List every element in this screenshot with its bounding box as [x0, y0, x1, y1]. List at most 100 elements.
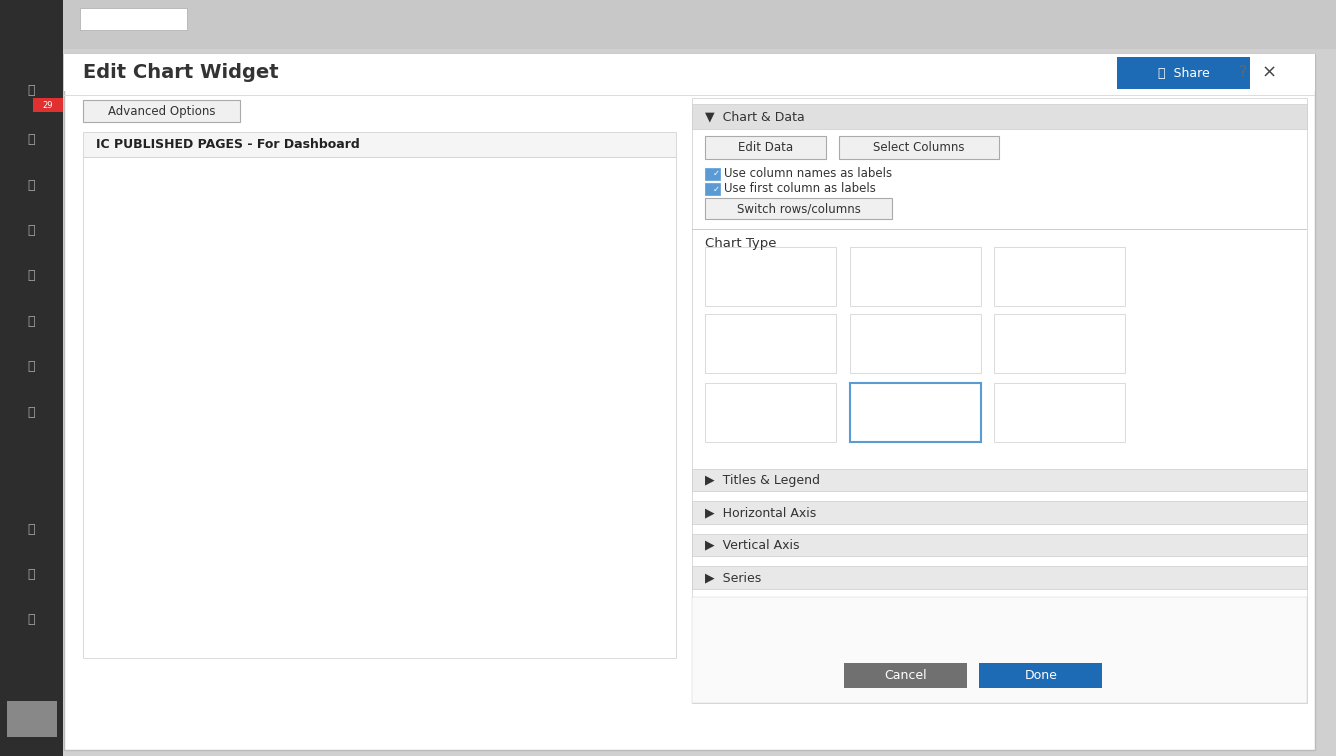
Bar — [930, 321, 949, 332]
Bar — [950, 419, 973, 440]
Wedge shape — [1050, 333, 1065, 353]
Text: ⬜: ⬜ — [27, 314, 35, 328]
Bar — [317, 407, 342, 631]
Legend: Pages Published, Forecasted: Pages Published, Forecasted — [820, 167, 939, 197]
Bar — [882, 318, 900, 327]
Bar — [783, 388, 828, 396]
Text: ✓: ✓ — [712, 169, 720, 178]
Text: ✓: ✓ — [712, 184, 720, 194]
Text: Done: Done — [1025, 668, 1057, 682]
Bar — [762, 360, 798, 368]
Bar — [275, 447, 301, 552]
Text: ▶  Vertical Axis: ▶ Vertical Axis — [705, 538, 800, 552]
Bar — [888, 398, 911, 410]
Text: ▶  Series: ▶ Series — [705, 571, 762, 584]
Text: ×: × — [1261, 64, 1277, 82]
Text: Select Columns: Select Columns — [874, 141, 965, 154]
Text: ⬜: ⬜ — [27, 613, 35, 627]
Wedge shape — [1050, 403, 1069, 423]
Text: Cancel: Cancel — [884, 668, 927, 682]
Text: Chart Type: Chart Type — [705, 237, 778, 250]
Text: 29: 29 — [43, 101, 53, 110]
Bar — [359, 578, 385, 631]
Bar — [445, 447, 470, 552]
Text: ▶  Horizontal Axis: ▶ Horizontal Axis — [705, 506, 816, 519]
Bar — [275, 552, 301, 631]
Bar — [930, 332, 949, 370]
Text: IC PUBLISHED PAGES - For Dashboard: IC PUBLISHED PAGES - For Dashboard — [96, 138, 359, 151]
Bar — [529, 565, 554, 631]
Bar — [919, 388, 942, 394]
Bar — [572, 578, 597, 631]
Bar — [768, 318, 798, 327]
Text: ⬜: ⬜ — [27, 568, 35, 581]
Bar — [708, 401, 783, 410]
Text: ▼  Chart & Data: ▼ Chart & Data — [705, 110, 806, 123]
Bar — [708, 318, 768, 327]
Bar — [950, 398, 973, 410]
Bar — [954, 324, 973, 338]
Bar — [708, 416, 783, 424]
Text: ▶  Titles & Legend: ▶ Titles & Legend — [705, 473, 820, 487]
Bar — [708, 360, 762, 368]
Bar — [783, 416, 828, 424]
Bar — [954, 338, 973, 370]
Bar — [615, 315, 640, 447]
Text: ⬜: ⬜ — [27, 522, 35, 536]
Bar — [190, 473, 215, 605]
Bar — [906, 349, 925, 370]
Bar — [780, 346, 804, 355]
Text: ⬜: ⬜ — [27, 84, 35, 98]
Bar — [232, 434, 258, 631]
Bar — [858, 332, 876, 343]
Bar — [708, 332, 792, 340]
Bar — [486, 420, 512, 552]
Bar — [572, 552, 597, 578]
Bar — [615, 447, 640, 631]
Text: ⬜: ⬜ — [27, 133, 35, 147]
Bar — [888, 391, 911, 398]
Text: ⬜: ⬜ — [27, 405, 35, 419]
Text: Switch rows/columns: Switch rows/columns — [737, 202, 860, 215]
Bar — [708, 346, 780, 355]
Bar — [147, 328, 172, 460]
Bar — [529, 486, 554, 565]
Text: ?: ? — [1238, 65, 1246, 80]
Text: Advanced Options: Advanced Options — [108, 104, 215, 118]
Bar — [950, 410, 973, 419]
Text: ⬜: ⬜ — [27, 178, 35, 192]
Text: Use column names as labels: Use column names as labels — [724, 167, 892, 181]
Bar — [906, 332, 925, 349]
Bar — [402, 473, 428, 631]
Bar — [190, 605, 215, 631]
Text: ⬜: ⬜ — [27, 269, 35, 283]
Text: 👥  Share: 👥 Share — [1158, 67, 1209, 80]
Text: Edit Chart Widget: Edit Chart Widget — [83, 63, 278, 82]
Bar — [708, 388, 783, 396]
Bar — [317, 209, 342, 407]
Bar — [919, 394, 942, 416]
Bar — [858, 422, 880, 440]
Bar — [858, 407, 880, 422]
Wedge shape — [1059, 403, 1069, 416]
Bar — [486, 552, 512, 631]
Text: ⬜: ⬜ — [27, 360, 35, 373]
Bar — [858, 343, 876, 370]
Bar — [359, 500, 385, 578]
Bar — [882, 327, 900, 370]
Bar — [783, 401, 828, 410]
Bar — [232, 236, 258, 434]
Bar — [708, 429, 783, 438]
Bar — [147, 460, 172, 631]
Bar — [919, 416, 942, 440]
Text: ⬜: ⬜ — [27, 224, 35, 237]
Bar — [445, 552, 470, 631]
Bar — [858, 398, 880, 407]
Bar — [792, 332, 828, 340]
Bar — [888, 410, 911, 440]
Bar — [783, 429, 828, 438]
Wedge shape — [1059, 333, 1069, 351]
Text: Use first column as labels: Use first column as labels — [724, 182, 876, 196]
Text: Edit Data: Edit Data — [737, 141, 794, 154]
Bar — [402, 342, 428, 473]
